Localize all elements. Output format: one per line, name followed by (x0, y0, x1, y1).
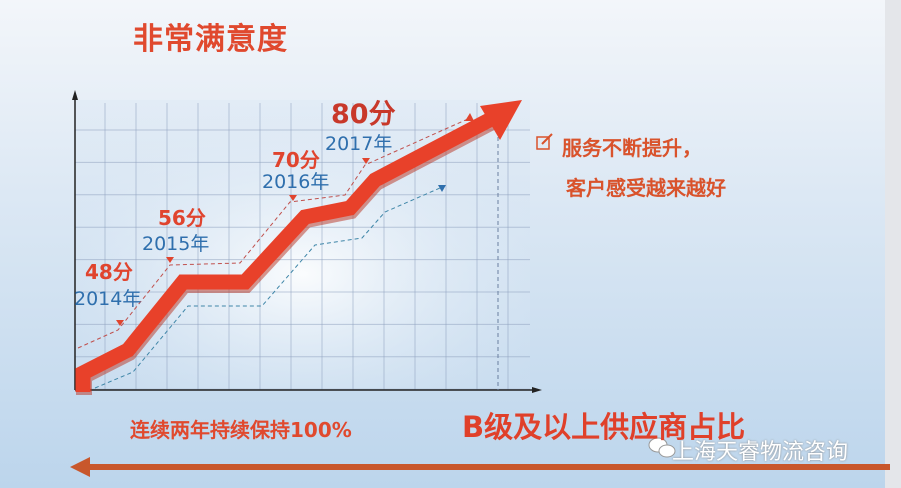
lower-dashed-trend (94, 187, 441, 389)
score-label: 80分 (331, 99, 396, 130)
right-edge-strip (885, 0, 901, 488)
score-label: 56分 (158, 206, 206, 230)
data-point-marker (116, 320, 124, 326)
data-point-marker (362, 158, 370, 164)
year-label: 2017年 (325, 133, 393, 155)
watermark: 上海天睿物流咨询 (672, 440, 849, 465)
year-label: 2016年 (262, 171, 330, 193)
main-trend-arrow (75, 110, 499, 392)
side-text-line: 客户感受越来越好 (566, 176, 726, 200)
trend-marker (438, 185, 446, 192)
side-text-line: 服务不断提升， (562, 136, 702, 160)
bottom-left-caption: 连续两年持续保持100% (130, 418, 352, 442)
data-point-marker (166, 257, 174, 263)
edit-icon (536, 133, 553, 150)
x-axis-arrow (532, 387, 542, 393)
score-label: 70分 (272, 148, 320, 172)
bottom-arrow-head (70, 457, 90, 477)
trend-marker (465, 113, 474, 121)
bottom-right-caption: B级及以上供应商占比 (462, 410, 746, 444)
wechat-icon (648, 437, 676, 458)
data-point-marker (289, 195, 297, 201)
year-label: 2014年 (74, 288, 142, 310)
upper-dashed-trend (77, 117, 471, 349)
y-axis-arrow (72, 90, 78, 100)
score-label: 48分 (85, 260, 133, 284)
page-title: 非常满意度 (133, 22, 288, 57)
year-label: 2015年 (142, 233, 210, 255)
main-arrow-head (480, 100, 522, 140)
